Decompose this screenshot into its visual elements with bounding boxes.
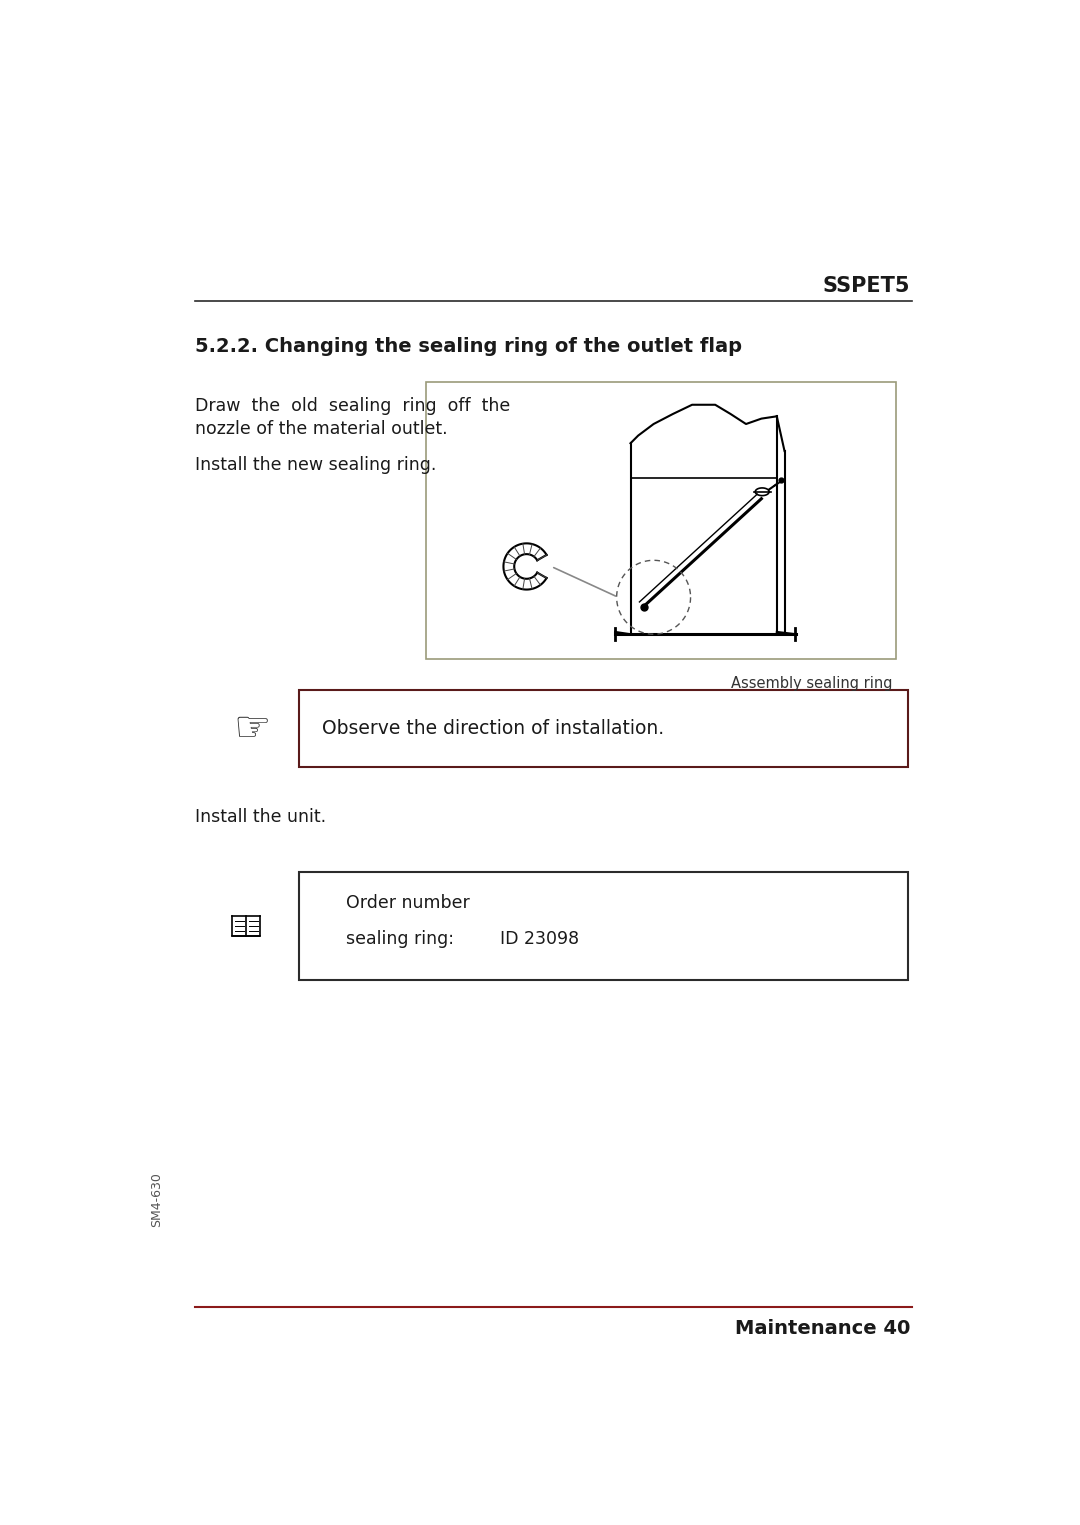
- Text: ID 23098: ID 23098: [500, 930, 579, 949]
- Text: SSPET5: SSPET5: [823, 276, 910, 296]
- Text: Assembly sealing ring: Assembly sealing ring: [731, 676, 892, 691]
- Bar: [299, 872, 907, 981]
- Text: Maintenance 40: Maintenance 40: [734, 1319, 910, 1337]
- Text: 5.2.2. Changing the sealing ring of the outlet flap: 5.2.2. Changing the sealing ring of the …: [195, 337, 742, 355]
- Bar: [427, 381, 896, 659]
- Text: Order number: Order number: [346, 894, 470, 912]
- Text: sealing ring:: sealing ring:: [346, 930, 454, 949]
- Text: SM4-630: SM4-630: [150, 1171, 163, 1226]
- Text: Draw  the  old  sealing  ring  off  the: Draw the old sealing ring off the: [195, 396, 511, 415]
- Text: nozzle of the material outlet.: nozzle of the material outlet.: [195, 421, 448, 438]
- Text: Observe the direction of installation.: Observe the direction of installation.: [323, 718, 664, 738]
- Text: Install the new sealing ring.: Install the new sealing ring.: [195, 456, 436, 474]
- Text: ☞: ☞: [233, 708, 270, 749]
- Text: Install the unit.: Install the unit.: [195, 808, 326, 827]
- Bar: [299, 689, 907, 767]
